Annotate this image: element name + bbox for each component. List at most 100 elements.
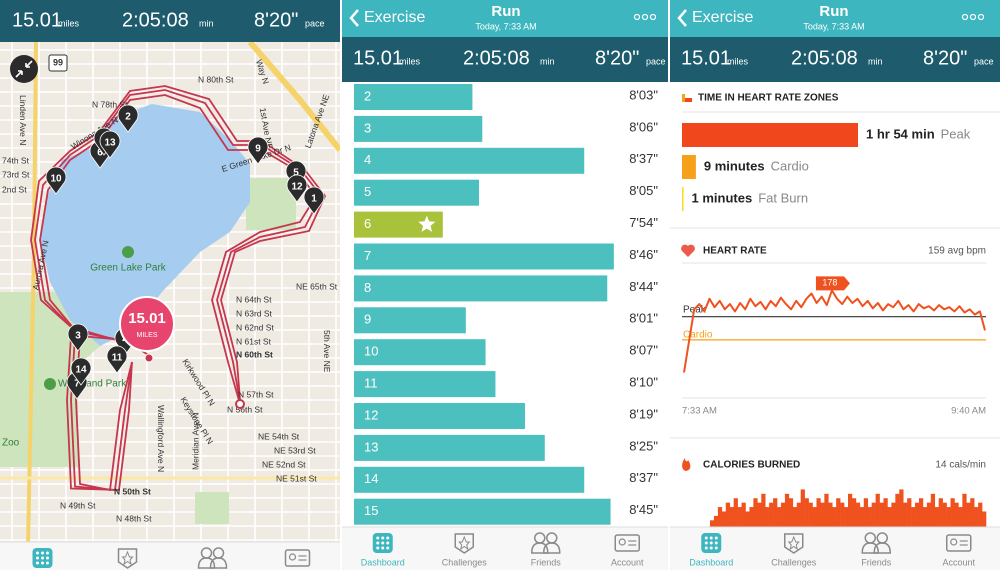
- tab-label[interactable]: Challenges: [771, 557, 817, 567]
- account-icon[interactable]: [614, 534, 640, 552]
- street-label: 73rd St: [2, 169, 30, 179]
- park: [195, 492, 229, 524]
- split-pace: 8'06": [629, 119, 658, 134]
- route-marker[interactable]: [70, 357, 92, 386]
- dashboard-icon-dot: [709, 541, 713, 545]
- zone-duration: 9 minutes: [704, 158, 765, 173]
- header-bar: [670, 0, 1000, 37]
- stat-pace-unit: pace: [646, 56, 666, 66]
- back-icon[interactable]: [349, 9, 359, 27]
- screen-subtitle: Today, 7:33 AM: [475, 21, 536, 31]
- tab-label[interactable]: Dashboard: [689, 557, 733, 567]
- more-icon-dot[interactable]: [977, 13, 985, 21]
- stat-duration-unit: min: [868, 56, 883, 66]
- split-pace: 8'44": [629, 279, 658, 294]
- back-label[interactable]: Exercise: [364, 9, 425, 26]
- route-marker[interactable]: [67, 323, 89, 352]
- route-marker[interactable]: [247, 136, 269, 165]
- collapse-map-button[interactable]: [10, 55, 38, 83]
- street-label: N 56th St: [227, 404, 263, 414]
- split-bar: [354, 403, 526, 429]
- dashboard-icon-dot: [709, 546, 713, 550]
- max-callout: [815, 276, 850, 291]
- split-mile: 5: [364, 184, 371, 199]
- street-label: Linden Ave N: [18, 95, 28, 145]
- section-title: TIME IN HEART RATE ZONES: [698, 93, 839, 104]
- friends-icon-body: [542, 542, 561, 554]
- tab-label[interactable]: Dashboard: [361, 557, 405, 567]
- split-pace: 8'03": [629, 87, 658, 102]
- route-marker[interactable]: [286, 174, 308, 203]
- route-marker-label: 6: [97, 148, 103, 159]
- zone-duration: 1 hr 54 min: [866, 126, 935, 141]
- street-label: 5th Ave NE: [322, 330, 332, 373]
- stat-pace: 8'20": [254, 9, 298, 31]
- split-bar: [354, 115, 483, 142]
- split-pace: 8'01": [629, 311, 658, 326]
- street-label: N 80th St: [198, 74, 234, 84]
- more-icon-dot[interactable]: [641, 13, 649, 21]
- best-split-star: [418, 215, 436, 232]
- account-icon[interactable]: [284, 549, 311, 567]
- route-marker[interactable]: [285, 160, 307, 189]
- split-bar: [354, 339, 486, 366]
- tab-label[interactable]: Account: [611, 557, 644, 567]
- split-bar: [354, 275, 608, 302]
- dashboard-icon-dot: [386, 541, 390, 545]
- more-icon-dot[interactable]: [961, 13, 969, 21]
- route-marker[interactable]: [117, 104, 139, 133]
- street-label: N 64th St: [236, 294, 272, 304]
- zone-name: Fat Burn: [758, 190, 808, 205]
- tab-label[interactable]: Friends: [531, 557, 562, 567]
- split-pace: 8'37": [629, 151, 658, 166]
- route-marker[interactable]: [303, 186, 325, 215]
- distance-badge-unit: MILES: [136, 332, 157, 339]
- more-icon-dot[interactable]: [649, 13, 657, 21]
- route-marker[interactable]: [106, 345, 128, 374]
- tab-label[interactable]: Account: [942, 557, 975, 567]
- split-mile: 4: [364, 152, 371, 167]
- street-label: N 57th St: [238, 389, 274, 399]
- park-label: Green Lake Park: [90, 263, 167, 274]
- tab-label[interactable]: Friends: [861, 557, 892, 567]
- split-mile: 6: [364, 216, 371, 231]
- route-marker-label: 11: [112, 353, 123, 364]
- dashboard-icon-dot: [714, 536, 718, 540]
- stats-bar: [0, 0, 340, 42]
- zone-line-label: Cardio: [683, 329, 713, 340]
- stat-duration-unit: min: [199, 18, 214, 28]
- dashboard-icon-dot: [386, 546, 390, 550]
- start-marker: [235, 399, 245, 409]
- section-summary: 159 avg bpm: [928, 246, 986, 257]
- highway: [26, 41, 38, 546]
- tab-bar: [0, 542, 340, 570]
- more-icon-dot[interactable]: [969, 13, 977, 21]
- challenges-icon[interactable]: [454, 533, 474, 554]
- split-mile: 15: [364, 503, 378, 518]
- calorie-bar: [899, 489, 904, 560]
- tab-label[interactable]: Challenges: [442, 557, 488, 567]
- challenges-star: [458, 535, 471, 551]
- account-icon[interactable]: [946, 534, 972, 552]
- park-label: Woodland Park: [58, 379, 127, 390]
- split-bar: [354, 243, 614, 270]
- challenges-icon[interactable]: [117, 548, 138, 569]
- split-pace: 8'45": [629, 502, 658, 517]
- route-marker[interactable]: [99, 130, 121, 159]
- calorie-bar: [800, 489, 805, 560]
- split-pace: 8'46": [629, 247, 658, 262]
- split-mile: 8: [364, 280, 371, 295]
- back-label[interactable]: Exercise: [692, 9, 753, 26]
- route-marker[interactable]: [45, 166, 67, 195]
- more-icon-dot[interactable]: [633, 13, 641, 21]
- challenges-icon[interactable]: [784, 533, 804, 554]
- challenges-star: [121, 550, 134, 566]
- dashboard-icon-dot: [381, 536, 385, 540]
- street-label: N 60th St: [236, 349, 273, 359]
- back-icon[interactable]: [677, 9, 687, 27]
- split-bar: [354, 84, 473, 110]
- tab-bar: [670, 527, 1000, 570]
- stat-distance-unit: miles: [58, 18, 80, 28]
